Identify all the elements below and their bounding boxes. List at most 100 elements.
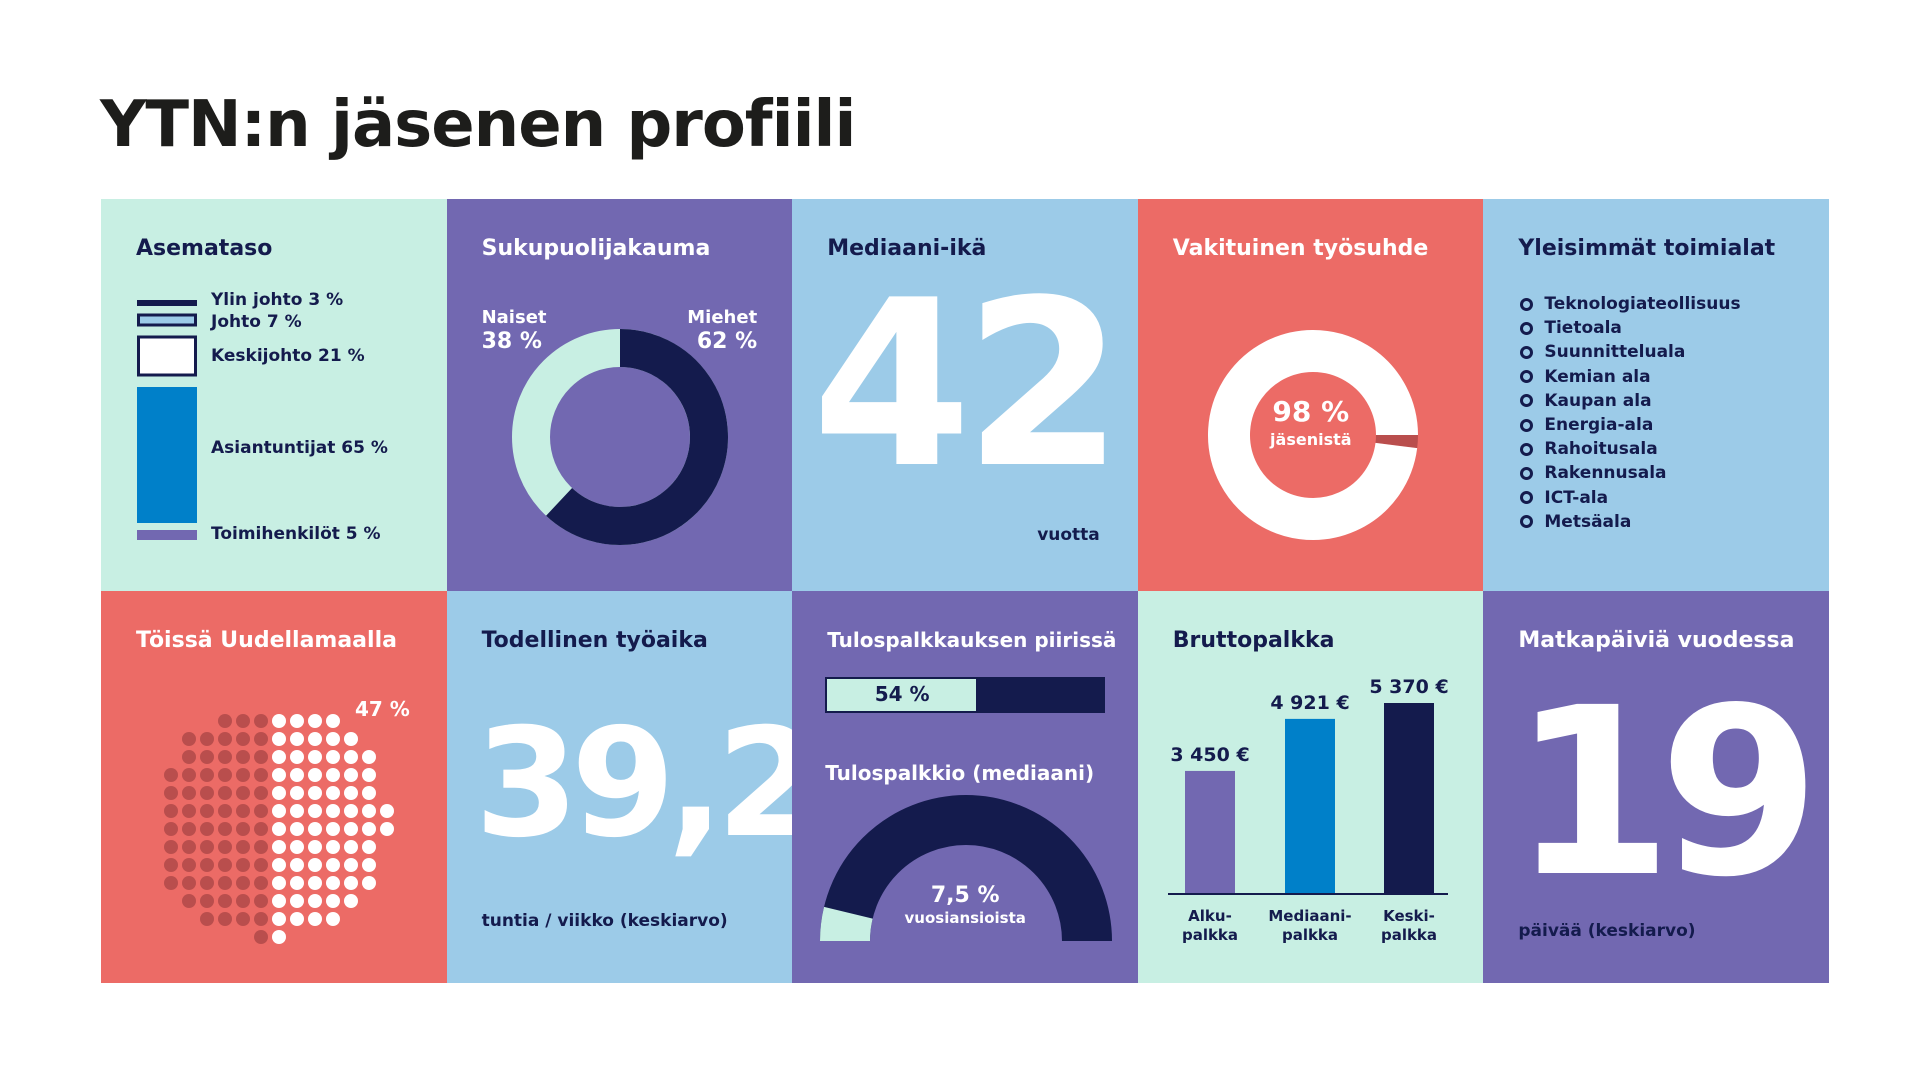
uusimaa-dot: [362, 840, 376, 854]
other-dot: [254, 858, 268, 872]
tulospalkkaus-bar-fill: [827, 679, 977, 711]
uusimaa-dot: [308, 876, 322, 890]
uusimaa-dot: [290, 876, 304, 890]
vakituinen-panel: Vakituinen työsuhde 98 % jäsenistä: [1137, 199, 1484, 591]
other-dot: [182, 822, 196, 836]
uusimaa-dot: [362, 804, 376, 818]
uusimaa-dot: [290, 840, 304, 854]
other-dot: [182, 876, 196, 890]
asemataso-segment-asiantuntijat: [137, 387, 197, 523]
naiset-pct: 38 %: [481, 329, 542, 354]
brutto-category-label: palkka: [1381, 926, 1437, 944]
toimiala-label: Teknologiateollisuus: [1544, 294, 1741, 314]
other-dot: [218, 732, 232, 746]
circle-bullet-icon: [1520, 491, 1534, 505]
tulospalkkio-title: Tulospalkkio (mediaani): [825, 761, 1095, 785]
uusimaa-dot: [272, 750, 286, 764]
uusimaa-dot: [308, 822, 322, 836]
other-dot: [218, 786, 232, 800]
other-dot: [254, 750, 268, 764]
toimiala-item: Metsäala: [1520, 512, 1631, 532]
other-dot: [182, 750, 196, 764]
asemataso-segment-johto: [137, 313, 197, 327]
matka-title: Matkapäiviä vuodessa: [1518, 628, 1795, 653]
circle-bullet-icon: [1520, 418, 1534, 432]
uusimaa-dot: [362, 786, 376, 800]
vakituinen-title: Vakituinen työsuhde: [1172, 236, 1429, 261]
other-dot: [200, 858, 214, 872]
uusimaa-dot: [380, 822, 394, 836]
brutto-bar: [1284, 718, 1335, 893]
toimiala-item: Rakennusala: [1520, 463, 1667, 483]
other-dot: [254, 732, 268, 746]
asemataso-stack: [137, 300, 197, 540]
gauge-caption: vuosiansioista: [904, 909, 1026, 927]
asemataso-label-asiantuntijat: Asiantuntijat 65 %: [211, 438, 388, 458]
uusimaa-dot: [308, 912, 322, 926]
uusimaa-dot: [326, 750, 340, 764]
matka-value: 19: [1511, 658, 1820, 928]
uusimaa-dot: [272, 894, 286, 908]
other-dot: [218, 714, 232, 728]
infographic-grid: Asemataso Ylin johto 3 % Johto 7 % Keski…: [101, 199, 1829, 983]
toimiala-item: ICT-ala: [1520, 488, 1608, 508]
other-dot: [218, 894, 232, 908]
other-dot: [182, 840, 196, 854]
matka-unit: päivää (keskiarvo): [1518, 921, 1696, 941]
uusimaa-dot: [344, 786, 358, 800]
uusimaa-dot-chart: [164, 714, 394, 944]
uusimaa-dot: [326, 768, 340, 782]
uusimaa-pct: 47 %: [355, 697, 410, 721]
other-dot: [164, 858, 178, 872]
other-dot: [254, 804, 268, 818]
sukupuoli-donut: [511, 329, 728, 545]
uusimaa-dot: [362, 768, 376, 782]
brutto-category-label: palkka: [1282, 926, 1338, 944]
circle-bullet-icon: [1520, 466, 1534, 480]
uusimaa-dot: [272, 786, 286, 800]
uusimaa-dot: [326, 876, 340, 890]
other-dot: [236, 822, 250, 836]
asemataso-segment-ylin-johto: [137, 300, 197, 306]
uusimaa-dot: [362, 822, 376, 836]
uusimaa-dot: [362, 750, 376, 764]
ika-title: Mediaani-ikä: [827, 236, 987, 261]
other-dot: [254, 786, 268, 800]
toimiala-item: Tietoala: [1520, 318, 1622, 338]
asemataso-label-toimihenkilot: Toimihenkilöt 5 %: [211, 524, 381, 544]
tulospalkkaus-panel: Tulospalkkauksen piirissä 54 % Tulospalk…: [792, 591, 1138, 983]
other-dot: [236, 912, 250, 926]
uusimaa-dot: [308, 768, 322, 782]
other-dot: [236, 840, 250, 854]
uusimaa-dot: [290, 894, 304, 908]
uusimaa-dot: [344, 750, 358, 764]
uusimaa-dot: [344, 822, 358, 836]
other-dot: [200, 840, 214, 854]
tulospalkkaus-graphics: [820, 677, 1113, 942]
other-dot: [164, 768, 178, 782]
uusimaa-dot: [362, 858, 376, 872]
ika-unit: vuotta: [1037, 525, 1100, 545]
vakituinen-caption: jäsenistä: [1270, 430, 1352, 449]
brutto-value-label: 5 370 €: [1369, 676, 1448, 698]
other-dot: [164, 840, 178, 854]
other-dot: [218, 840, 232, 854]
uusimaa-dot: [326, 858, 340, 872]
uusimaa-dot: [272, 930, 286, 944]
uusimaa-dot: [272, 714, 286, 728]
other-dot: [200, 750, 214, 764]
tyoaika-panel: Todellinen työaika 39,2 tuntia / viikko …: [446, 591, 793, 983]
tyoaika-unit: tuntia / viikko (keskiarvo): [481, 911, 728, 931]
gauge-fill: [820, 906, 873, 942]
uusimaa-dot: [344, 804, 358, 818]
other-dot: [218, 804, 232, 818]
brutto-category-label: Mediaani-: [1268, 907, 1351, 925]
toimiala-label: ICT-ala: [1544, 487, 1609, 508]
circle-bullet-icon: [1520, 370, 1534, 384]
circle-bullet-icon: [1520, 394, 1534, 408]
other-dot: [218, 858, 232, 872]
uusimaa-dot: [290, 912, 304, 926]
toimiala-item: Energia-ala: [1520, 415, 1653, 435]
other-dot: [254, 894, 268, 908]
other-dot: [200, 804, 214, 818]
